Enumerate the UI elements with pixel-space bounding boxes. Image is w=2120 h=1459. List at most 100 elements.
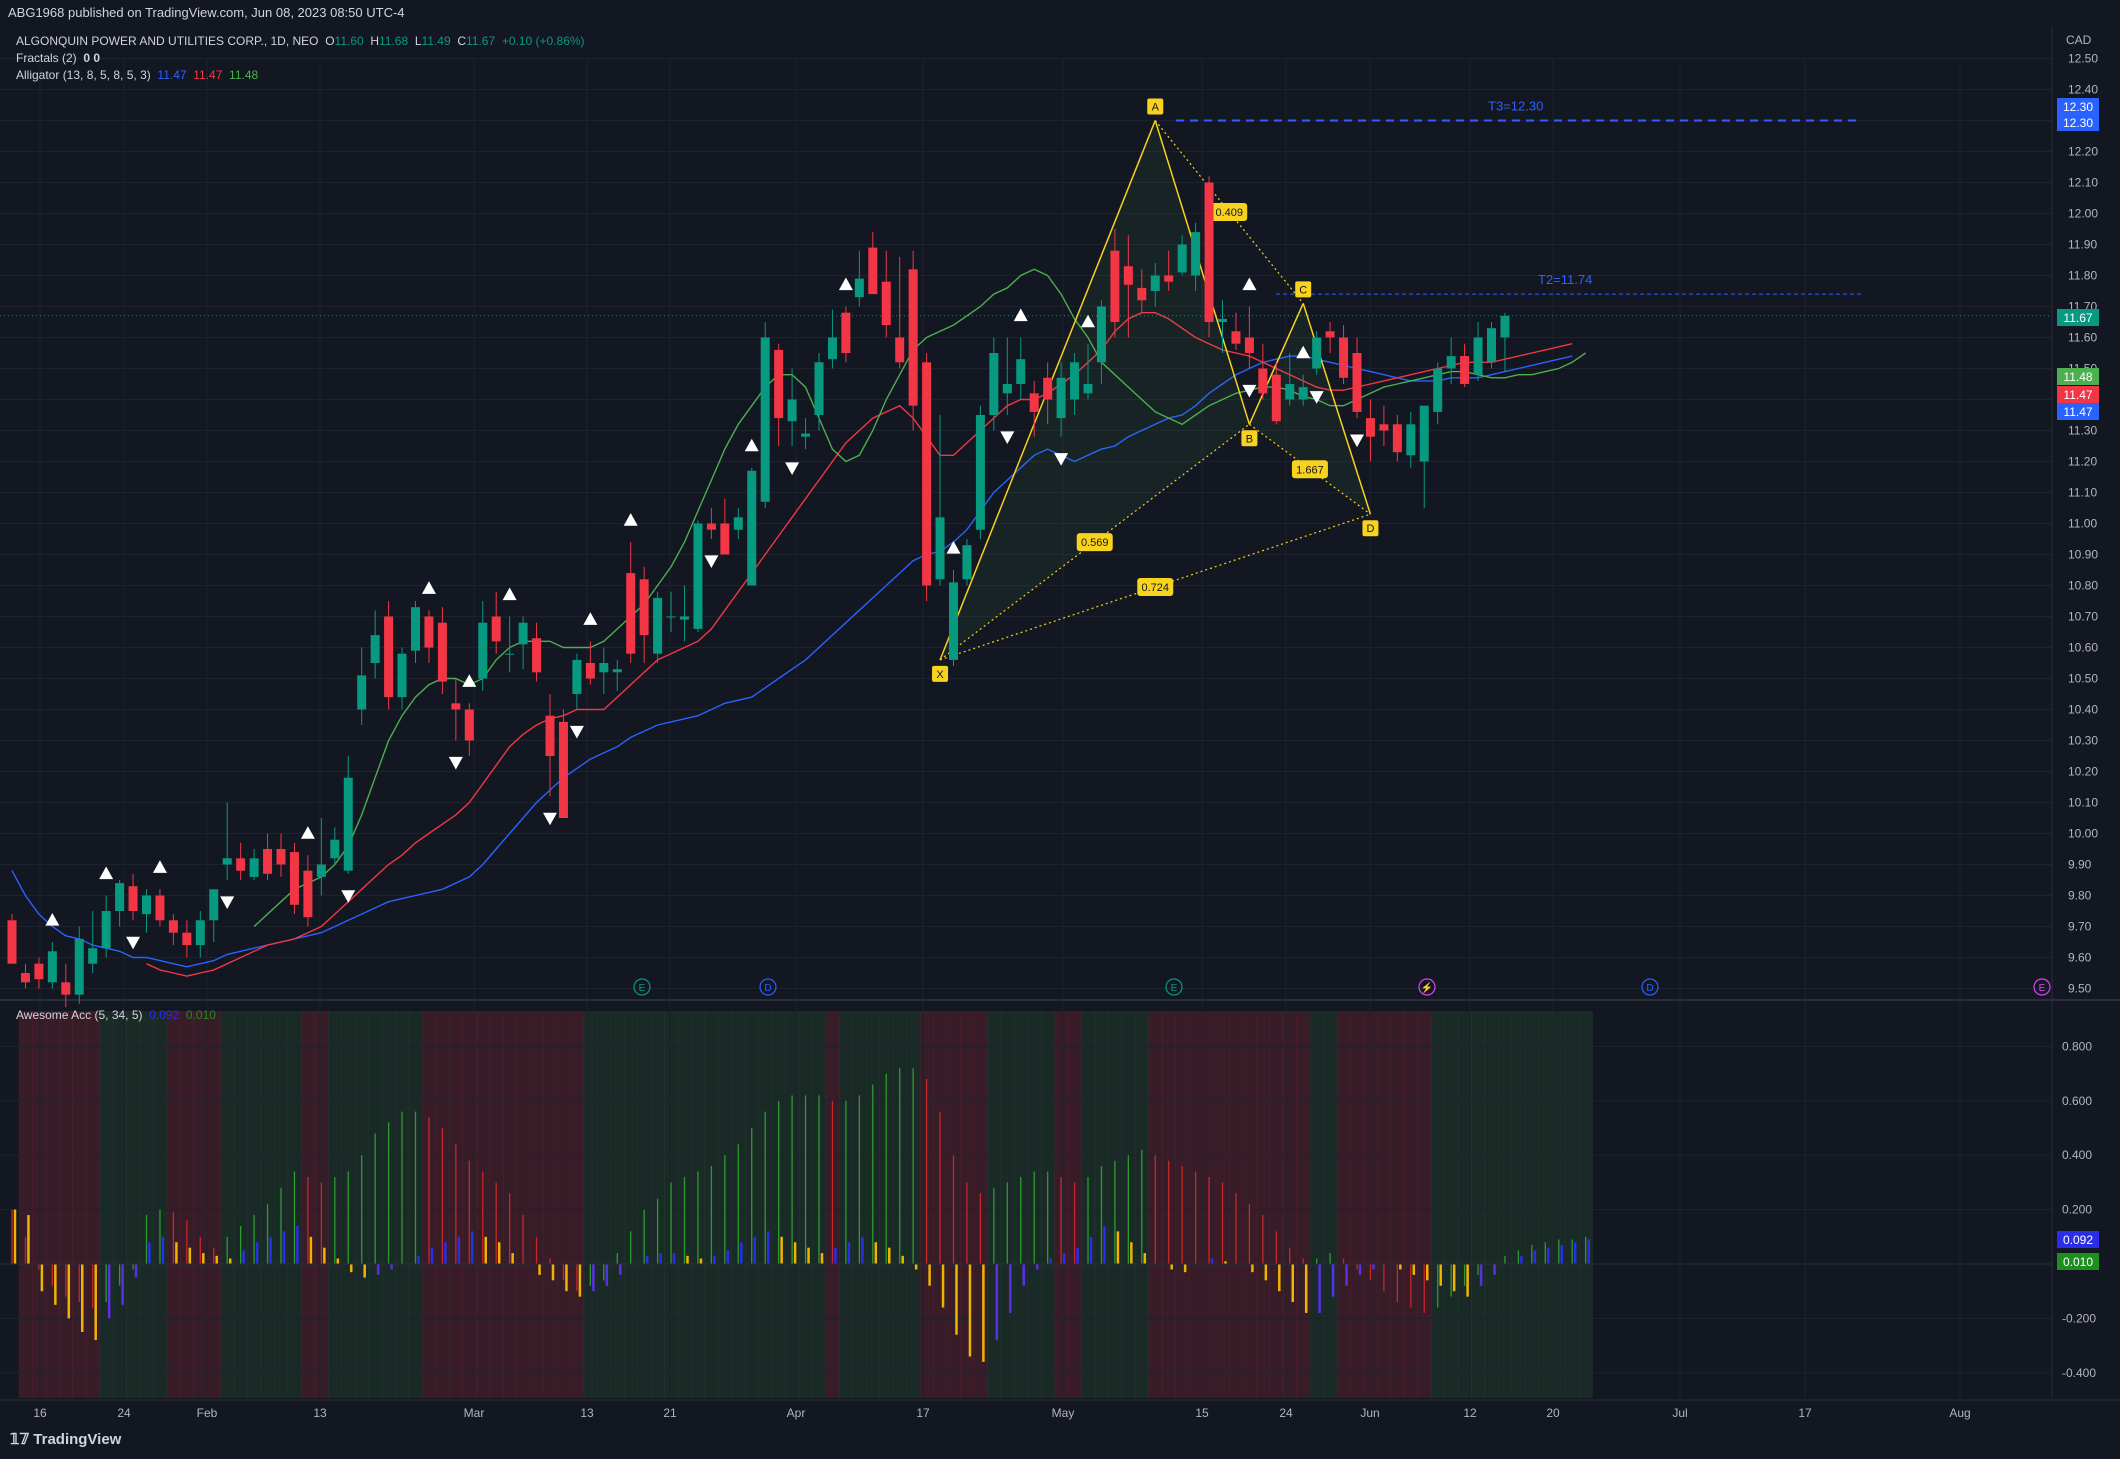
event-marker-label: E (2039, 983, 2046, 994)
candle-body (249, 858, 259, 877)
event-marker-icon (1165, 978, 1183, 996)
candle-body (20, 973, 30, 983)
osc-band (85, 1011, 100, 1398)
osc-band (220, 1011, 235, 1398)
osc-axis-badge (2057, 1253, 2099, 1270)
price-axis-badge (2057, 309, 2099, 326)
pattern-point-label: X (936, 669, 944, 681)
ratio-badge (1137, 578, 1174, 597)
fractals-legend[interactable]: Fractals (2) 0 0 (16, 51, 100, 65)
candle-body (464, 709, 474, 741)
candle-body (115, 883, 125, 911)
alligator-legend[interactable]: Alligator (13, 8, 5, 8, 5, 3) 11.47 11.4… (16, 68, 258, 82)
price-axis-badge (2057, 386, 2099, 403)
fractal-down-arrow (543, 812, 557, 826)
time-tick-label: 17 (916, 1406, 930, 1420)
candle-body (693, 523, 703, 629)
osc-band (193, 1011, 208, 1398)
osc-band (1430, 1011, 1445, 1398)
candle-body (411, 607, 420, 651)
fractal-down-arrow (1309, 391, 1324, 404)
osc-band (1256, 1011, 1271, 1398)
candle-body (518, 622, 528, 645)
osc-band (597, 1011, 612, 1398)
osc-tick-label: -0.400 (2062, 1366, 2096, 1380)
fractal-up-arrow (583, 612, 598, 625)
candle-body (680, 616, 689, 620)
fractals-title: Fractals (2) (16, 51, 77, 65)
time-tick-label: Jul (1672, 1406, 1687, 1420)
osc-band (1471, 1011, 1486, 1398)
time-tick-label: May (1052, 1406, 1075, 1420)
candle-body (397, 653, 407, 698)
pattern-leg (1154, 120, 1251, 425)
osc-tick-label: 0.200 (2062, 1203, 2092, 1217)
candle-body (1258, 368, 1268, 394)
osc-band (1323, 1011, 1338, 1398)
price-axis-badge (2057, 114, 2099, 131)
candle-body (881, 281, 891, 326)
fractal-up-arrow (1296, 345, 1311, 359)
osc-band (99, 1011, 114, 1398)
price-tick-label: 9.90 (2068, 858, 2092, 872)
candle-body (841, 312, 851, 353)
event-marker-icon (633, 978, 651, 996)
price-chart[interactable]: T3=12.30 T2=11.74 0.409 0.569 1.667 0.724 X A B C… (0, 26, 2120, 1422)
osc-band (1309, 1011, 1324, 1398)
fractal-up-arrow (462, 674, 477, 687)
open-value: 11.60 (334, 34, 364, 48)
candle-body (1164, 275, 1174, 282)
time-tick-label: 21 (663, 1406, 677, 1420)
awesome-title: Awesome Acc (5, 34, 5) (16, 1008, 143, 1022)
candle-body (1433, 368, 1443, 412)
fractal-down-arrow (448, 756, 463, 770)
osc-tick-label: 0.600 (2062, 1094, 2092, 1108)
alligator-lips-line (253, 268, 1586, 928)
candle-body (1298, 387, 1308, 400)
fractal-down-arrow (341, 890, 356, 903)
price-tick-label: 11.60 (2068, 331, 2097, 345)
publish-info: ABG1968 published on TradingView.com, Ju… (8, 5, 405, 20)
price-tick-label: 9.50 (2068, 982, 2092, 996)
candle-body (854, 278, 864, 298)
ratio-label: 0.724 (1141, 582, 1169, 594)
osc-band (112, 1011, 127, 1398)
candle-body (1244, 337, 1254, 353)
candle-body (195, 920, 205, 946)
candle-body (666, 616, 676, 618)
candle-body (128, 886, 138, 911)
candle-body (222, 858, 232, 865)
candle-body (760, 337, 770, 502)
awesome-value-1: 0.092 (149, 1008, 180, 1022)
fractal-up-arrow (99, 866, 114, 880)
fractal-up-arrow (152, 860, 167, 873)
awesome-legend[interactable]: Awesome Acc (5, 34, 5) 0.092 0.010 (16, 1008, 216, 1022)
candle-body (706, 523, 716, 530)
ratio-badge (1211, 202, 1248, 221)
event-marker-label: D (764, 983, 771, 994)
tradingview-logo[interactable]: 𝟙𝟟 TradingView (10, 1430, 121, 1448)
time-tick-label: 16 (33, 1406, 47, 1420)
fractal-up-arrow (1013, 308, 1028, 322)
candle-body (101, 911, 111, 949)
candle-body (558, 721, 568, 818)
price-tick-label: 11.30 (2068, 424, 2097, 438)
candle-body (182, 932, 192, 946)
osc-band (1484, 1011, 1499, 1398)
pattern-fill (1249, 303, 1371, 515)
osc-band (45, 1011, 60, 1398)
osc-band (1417, 1011, 1432, 1398)
osc-band (1350, 1011, 1365, 1398)
candle-body (626, 573, 636, 654)
osc-axis-badge-label: 0.092 (2063, 1233, 2093, 1247)
candle-body (935, 517, 945, 580)
event-marker-icon (2033, 978, 2051, 996)
candle-body (1392, 424, 1402, 453)
candle-body (505, 653, 515, 655)
candle-body (1312, 337, 1322, 369)
tv-logo-icon: 𝟙𝟟 (10, 1431, 34, 1448)
fractal-down-arrow (1054, 453, 1069, 466)
price-tick-label: 10.40 (2068, 703, 2098, 717)
candle-body (155, 895, 165, 921)
pattern-point-label: D (1366, 523, 1374, 535)
